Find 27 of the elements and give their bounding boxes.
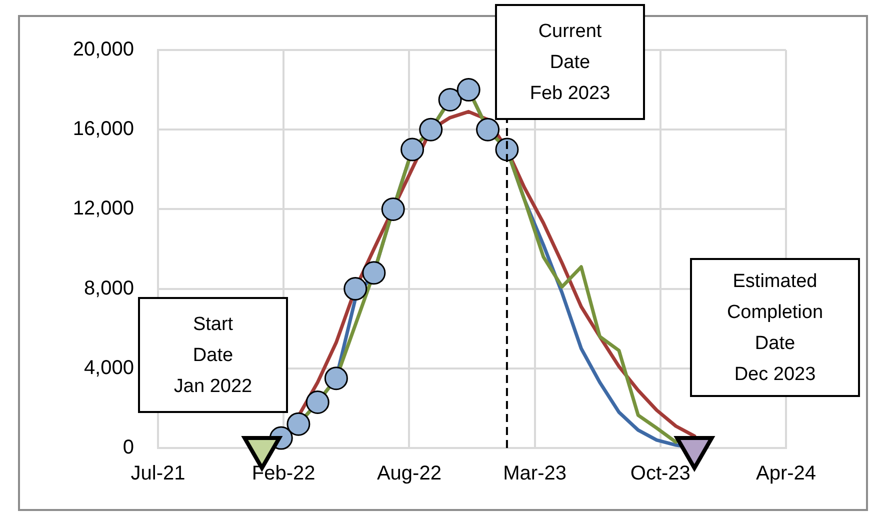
point — [400, 138, 424, 162]
y-tick-label: 16,000 — [72, 118, 134, 140]
y-tick-label: 20,000 — [72, 38, 134, 61]
point — [476, 118, 500, 142]
text-box: Estimated Completion Date Dec 2023 — [690, 258, 860, 397]
x-tick-label: Jul-21 — [130, 462, 186, 485]
point — [344, 277, 368, 301]
point — [495, 138, 519, 162]
point — [306, 390, 330, 414]
point — [419, 118, 443, 142]
x-tick-label: Feb-22 — [252, 462, 316, 485]
x-tick-label: Aug-22 — [376, 462, 442, 485]
y-tick-label: 4,000 — [84, 356, 134, 379]
y-tick-label: 12,000 — [72, 198, 134, 220]
x-tick-label: Oct-23 — [630, 462, 690, 485]
point — [324, 366, 348, 390]
point — [286, 412, 310, 436]
text-box: Current Date Feb 2023 — [495, 4, 645, 120]
x-tick-label: Mar-23 — [503, 462, 566, 485]
point — [438, 88, 462, 112]
point — [456, 78, 480, 102]
point — [381, 197, 405, 221]
y-tick-label: 0 — [122, 436, 134, 459]
text-box: Start Date Jan 2022 — [138, 297, 288, 413]
y-tick-label: 8,000 — [84, 277, 134, 300]
point — [362, 261, 386, 285]
x-tick-label: Apr-24 — [756, 462, 816, 485]
